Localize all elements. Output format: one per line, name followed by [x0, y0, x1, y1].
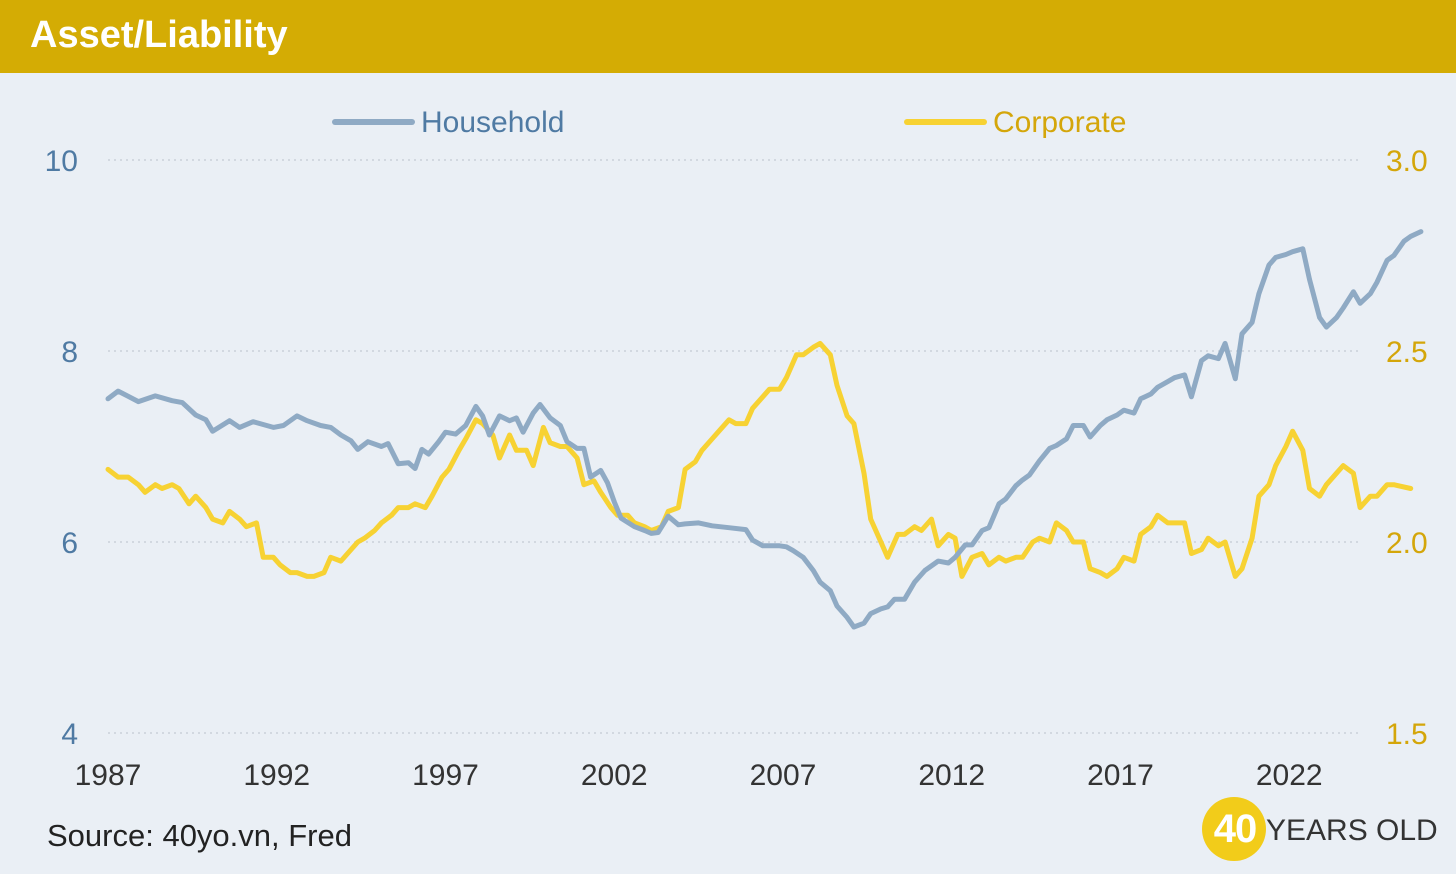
logo-text: YEARS OLD: [1266, 814, 1438, 847]
right-tick-label: 2.0: [1386, 527, 1428, 560]
right-tick-label: 1.5: [1386, 718, 1428, 751]
header-bar: Asset/Liability: [0, 0, 1456, 73]
x-tick-label: 1992: [243, 759, 310, 792]
left-tick-label: 6: [61, 527, 78, 560]
x-tick-label: 1997: [412, 759, 479, 792]
x-tick-label: 2017: [1087, 759, 1154, 792]
logo-circle-icon: [1202, 797, 1266, 861]
x-tick-label: 2007: [750, 759, 817, 792]
x-tick-label: 2012: [918, 759, 985, 792]
left-tick-label: 10: [45, 145, 78, 178]
grid: [108, 159, 1358, 734]
logo-number: 40: [1213, 807, 1258, 851]
right-tick-label: 2.5: [1386, 336, 1428, 369]
legend: Household Corporate: [332, 106, 1126, 139]
left-tick-label: 4: [61, 718, 78, 751]
series-line-household: [105, 229, 1424, 630]
legend-label: Corporate: [993, 106, 1126, 139]
series-line-corporate: [105, 340, 1414, 579]
legend-label: Household: [421, 106, 564, 139]
header-title: Asset/Liability: [30, 14, 288, 56]
x-tick-label: 1987: [75, 759, 142, 792]
left-tick-label: 8: [61, 336, 78, 369]
source-note: Source: 40yo.vn, Fred: [47, 818, 352, 853]
left-axis-ticks: 4 6 8 10: [45, 145, 78, 751]
right-axis-ticks: 1.5 2.0 2.5 3.0: [1386, 145, 1428, 751]
x-tick-label: 2022: [1256, 759, 1323, 792]
x-axis-ticks: 1987 1992 1997 2002 2007 2012 2017 2022: [75, 759, 1323, 792]
series-layer: [105, 229, 1424, 630]
x-tick-label: 2002: [581, 759, 648, 792]
right-tick-label: 3.0: [1386, 145, 1428, 178]
